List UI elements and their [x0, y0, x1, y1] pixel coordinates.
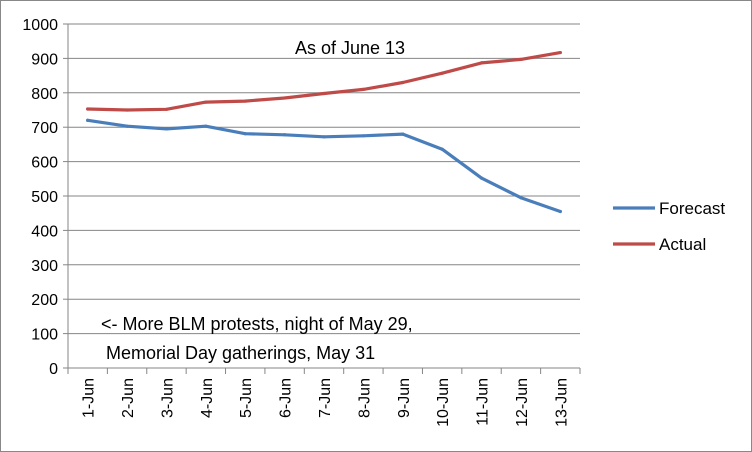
data-point-forecast	[125, 124, 129, 128]
x-tick-label: 6-Jun	[278, 378, 295, 418]
x-tick-label: 12-Jun	[514, 378, 531, 427]
data-point-actual	[86, 107, 90, 111]
axes	[67, 24, 581, 374]
data-point-forecast	[479, 176, 484, 180]
x-tick-label: 8-Jun	[356, 378, 373, 418]
y-axis-tick-labels: 0 100 200 300 400 500 600 700 800 900 1000	[22, 17, 58, 378]
data-point-actual	[243, 99, 247, 103]
legend-label-forecast: Forecast	[659, 199, 725, 218]
data-point-forecast	[283, 133, 287, 137]
data-point-forecast	[401, 132, 405, 136]
y-tick-label: 800	[31, 86, 58, 103]
data-point-forecast	[361, 134, 365, 138]
y-tick-label: 0	[49, 361, 58, 378]
x-tick-label: 10-Jun	[435, 378, 452, 427]
data-point-actual	[558, 50, 562, 55]
legend: Forecast Actual	[613, 199, 725, 254]
annotation-blm-protests: <- More BLM protests, night of May 29,	[101, 314, 413, 334]
data-point-forecast	[243, 132, 247, 136]
x-tick-label: 2-Jun	[120, 378, 137, 418]
y-tick-label: 100	[31, 327, 58, 344]
y-tick-label: 200	[31, 292, 58, 309]
data-point-actual	[125, 108, 129, 112]
annotation-as-of: As of June 13	[295, 38, 405, 58]
data-point-actual	[361, 87, 365, 91]
data-point-actual	[479, 61, 484, 65]
x-tick-label: 5-Jun	[238, 378, 255, 418]
x-tick-label: 9-Jun	[396, 378, 413, 418]
x-tick-label: 3-Jun	[159, 378, 176, 418]
y-tick-label: 700	[31, 120, 58, 137]
data-point-forecast	[86, 118, 90, 122]
data-point-forecast	[322, 135, 326, 139]
x-tick-label: 11-Jun	[475, 378, 492, 426]
data-point-forecast	[558, 209, 562, 214]
x-tick-label: 13-Jun	[553, 378, 570, 427]
x-tick-label: 7-Jun	[317, 378, 334, 418]
data-point-forecast	[204, 124, 208, 128]
data-point-actual	[283, 96, 287, 100]
y-tick-label: 1000	[22, 17, 58, 34]
data-point-forecast	[519, 196, 523, 200]
legend-label-actual: Actual	[659, 235, 706, 254]
data-point-forecast	[440, 147, 444, 151]
x-axis-tick-labels: 1-Jun 2-Jun 3-Jun 4-Jun 5-Jun 6-Jun 7-Jun 8-Jun…	[81, 378, 571, 427]
y-tick-label: 300	[31, 258, 58, 275]
y-tick-label: 400	[31, 223, 58, 240]
y-tick-label: 500	[31, 189, 58, 206]
data-point-forecast	[164, 127, 169, 131]
data-point-actual	[164, 107, 169, 111]
series-lines	[86, 50, 562, 214]
x-tick-label: 1-Jun	[81, 378, 98, 418]
data-point-actual	[204, 100, 208, 104]
y-tick-label: 900	[31, 51, 58, 68]
data-point-actual	[401, 80, 405, 85]
annotation-memorial-day: Memorial Day gatherings, May 31	[106, 343, 375, 363]
y-tick-label: 600	[31, 155, 58, 172]
data-point-actual	[322, 91, 326, 96]
data-point-actual	[519, 57, 523, 62]
x-tick-label: 4-Jun	[199, 378, 216, 418]
data-point-actual	[440, 71, 444, 75]
